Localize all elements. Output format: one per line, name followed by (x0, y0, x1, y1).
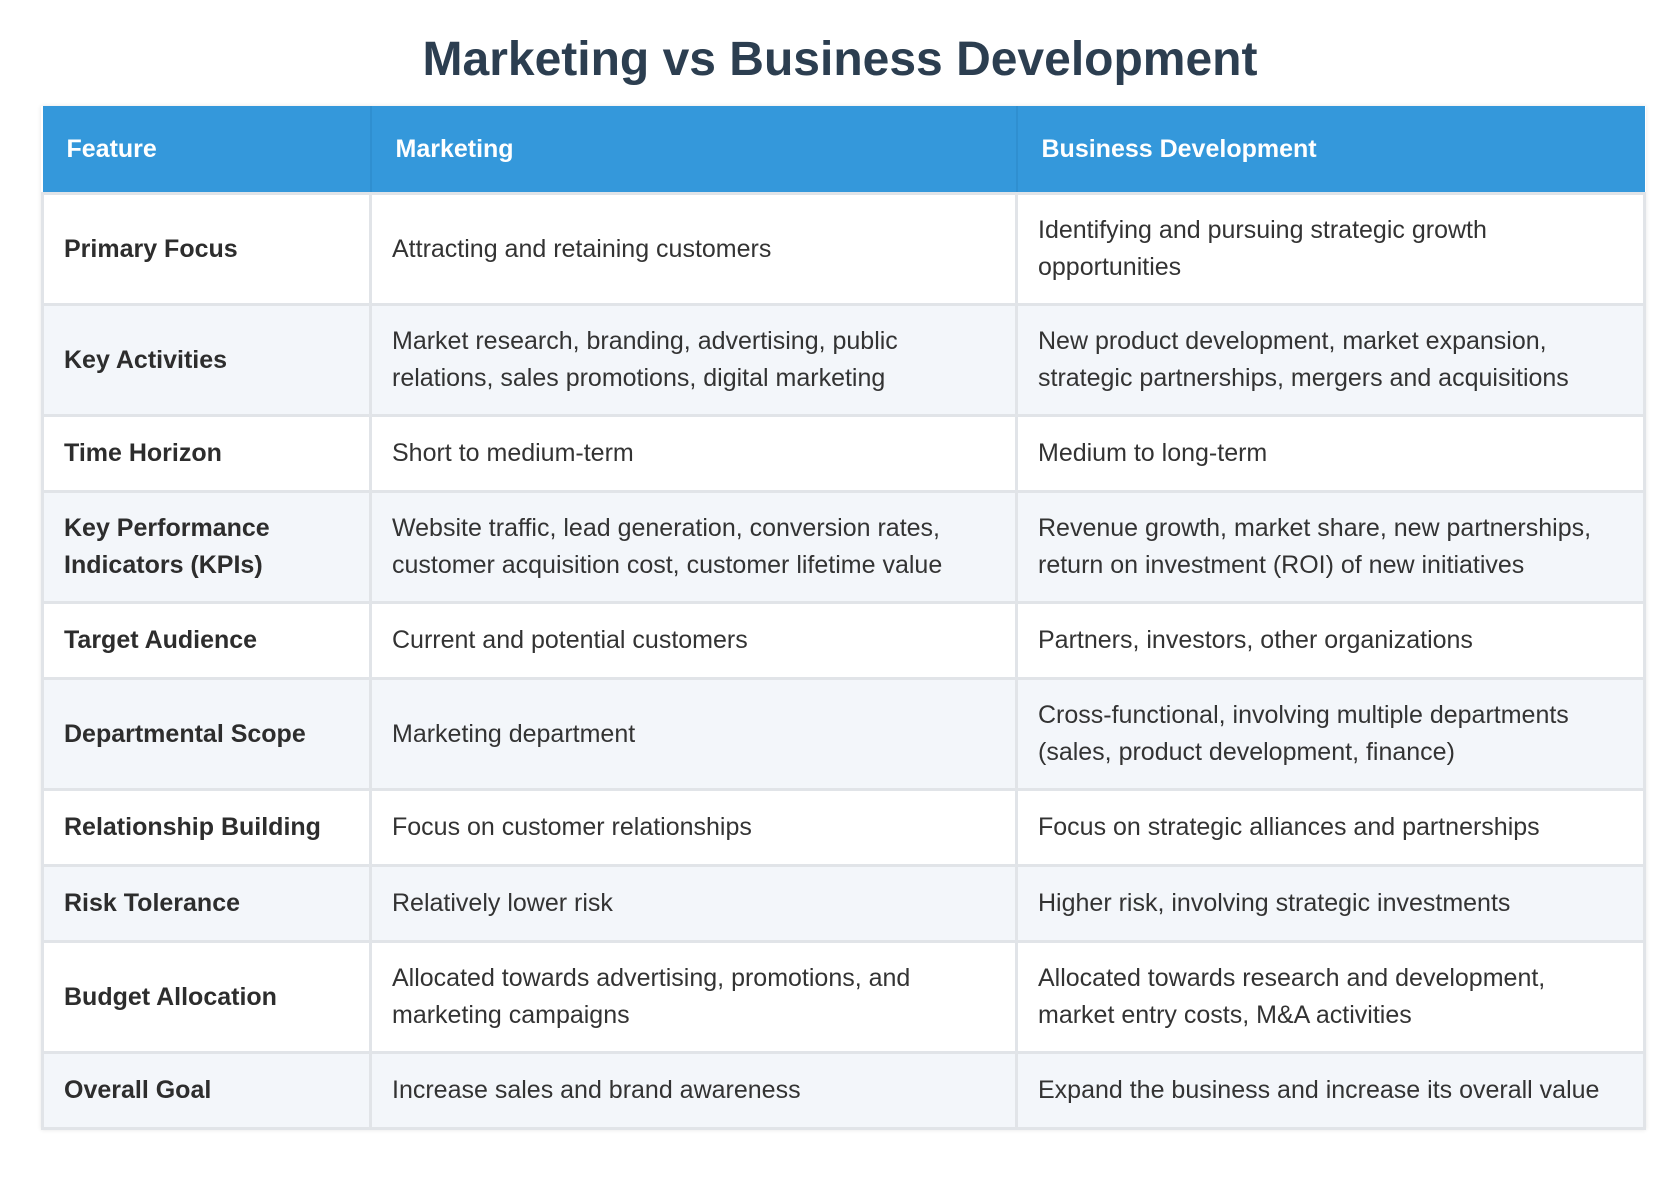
page-title: Marketing vs Business Development (422, 33, 1258, 86)
table-row: Overall Goal Increase sales and brand aw… (41, 1051, 1646, 1130)
bizdev-cell: Revenue growth, market share, new partne… (1015, 490, 1646, 604)
bizdev-cell: Medium to long-term (1015, 414, 1646, 493)
table-row: Target Audience Current and potential cu… (41, 601, 1646, 680)
bizdev-cell: Cross-functional, involving multiple dep… (1015, 677, 1646, 791)
bizdev-cell: Allocated towards research and developme… (1015, 940, 1646, 1054)
bizdev-cell: Identifying and pursuing strategic growt… (1015, 192, 1646, 306)
marketing-cell: Short to medium-term (369, 414, 1018, 493)
feature-cell: Key Activities (41, 303, 372, 417)
marketing-cell: Relatively lower risk (369, 864, 1018, 943)
feature-cell: Relationship Building (41, 788, 372, 867)
table-row: Time Horizon Short to medium-term Medium… (41, 414, 1646, 493)
bizdev-cell: Higher risk, involving strategic investm… (1015, 864, 1646, 943)
header-marketing: Marketing (370, 106, 1018, 194)
bizdev-cell: Focus on strategic alliances and partner… (1015, 788, 1646, 867)
feature-cell: Primary Focus (41, 192, 372, 306)
marketing-cell: Website traffic, lead generation, conver… (369, 490, 1018, 604)
table-row: Relationship Building Focus on customer … (41, 788, 1646, 867)
table-row: Key Performance Indicators (KPIs) Websit… (41, 490, 1646, 604)
bizdev-cell: New product development, market expansio… (1015, 303, 1646, 417)
feature-cell: Departmental Scope (41, 677, 372, 791)
marketing-cell: Focus on customer relationships (369, 788, 1018, 867)
table-row: Departmental Scope Marketing department … (41, 677, 1646, 791)
feature-cell: Key Performance Indicators (KPIs) (41, 490, 372, 604)
table-row: Key Activities Market research, branding… (41, 303, 1646, 417)
marketing-cell: Market research, branding, advertising, … (369, 303, 1018, 417)
marketing-cell: Marketing department (369, 677, 1018, 791)
feature-cell: Risk Tolerance (41, 864, 372, 943)
table-row: Primary Focus Attracting and retaining c… (41, 192, 1646, 306)
table-header-row: Feature Marketing Business Development (42, 106, 1645, 194)
comparison-table: Feature Marketing Business Development P… (41, 106, 1646, 1130)
table-row: Budget Allocation Allocated towards adve… (41, 940, 1646, 1054)
marketing-cell: Attracting and retaining customers (369, 192, 1018, 306)
header-business-development: Business Development (1016, 106, 1645, 194)
feature-cell: Time Horizon (41, 414, 372, 493)
marketing-cell: Allocated towards advertising, promotion… (369, 940, 1018, 1054)
bizdev-cell: Partners, investors, other organizations (1015, 601, 1646, 680)
marketing-cell: Current and potential customers (369, 601, 1018, 680)
marketing-cell: Increase sales and brand awareness (369, 1051, 1018, 1130)
bizdev-cell: Expand the business and increase its ove… (1015, 1051, 1646, 1130)
header-feature: Feature (42, 106, 372, 194)
feature-cell: Overall Goal (41, 1051, 372, 1130)
feature-cell: Target Audience (41, 601, 372, 680)
feature-cell: Budget Allocation (41, 940, 372, 1054)
table-row: Risk Tolerance Relatively lower risk Hig… (41, 864, 1646, 943)
